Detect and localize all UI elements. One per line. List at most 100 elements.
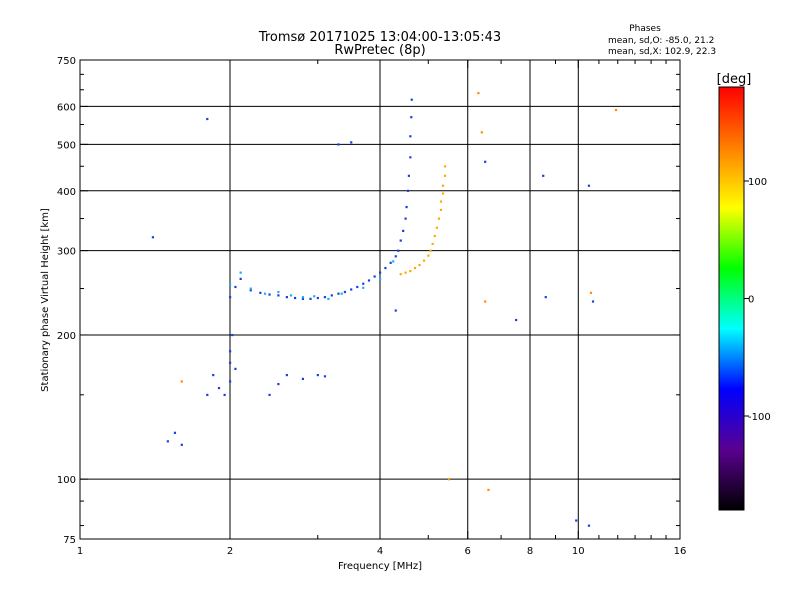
data-point [173, 431, 177, 434]
data-point [477, 91, 480, 95]
x-tick-label: 10 [572, 546, 585, 557]
data-point [367, 279, 371, 282]
data-point [180, 443, 183, 446]
data-point [399, 273, 402, 276]
data-point [356, 285, 359, 289]
data-point [404, 271, 407, 274]
grid-lines [80, 60, 680, 539]
data-point [409, 156, 412, 159]
data-point [389, 261, 392, 264]
axis-ticks: 1 2 4 6 8 10 16 75 100 200 300 400 500 600 750 [57, 56, 686, 557]
data-point [229, 296, 232, 299]
data-point [309, 297, 312, 300]
data-point [313, 295, 316, 298]
data-point [316, 373, 319, 377]
colorbar-tick-label: -100 [748, 412, 771, 423]
data-point [301, 377, 305, 380]
data-point [591, 300, 595, 303]
y-tick-label: 400 [57, 187, 76, 198]
data-point [206, 117, 209, 121]
stats-x-line: mean, sd,X: 102.9, 22.3 [608, 47, 716, 57]
data-point [234, 367, 237, 370]
data-point [406, 189, 410, 192]
x-tick-label: 2 [227, 546, 233, 557]
data-point [301, 297, 305, 300]
data-point [289, 294, 293, 297]
data-point [487, 488, 490, 492]
data-point [362, 286, 365, 289]
data-point [323, 296, 327, 299]
data-point [384, 266, 387, 270]
data-point [379, 277, 382, 280]
data-point [410, 98, 413, 101]
y-tick-label: 200 [57, 331, 76, 342]
data-point [404, 217, 407, 220]
y-tick-label: 500 [57, 140, 76, 151]
data-point [392, 260, 395, 263]
data-point [350, 288, 353, 291]
data-point [293, 296, 297, 300]
data-point [259, 291, 262, 294]
data-point [422, 259, 426, 262]
data-point [180, 380, 183, 383]
data-point [379, 271, 382, 274]
data-point [301, 296, 305, 299]
data-point [443, 165, 447, 168]
data-point [343, 290, 347, 294]
data-point [405, 205, 408, 209]
data-point [337, 292, 340, 295]
data-point [234, 285, 237, 289]
data-point [431, 242, 434, 245]
data-point [394, 255, 397, 258]
data-point [330, 294, 333, 297]
colorbar [719, 87, 744, 510]
data-point [223, 393, 226, 397]
data-point [515, 318, 518, 322]
data-point [249, 287, 252, 290]
data-point [229, 380, 232, 383]
colorbar-tick-label: 100 [748, 177, 767, 188]
data-point [397, 249, 400, 252]
data-point [340, 292, 343, 295]
data-point [575, 519, 578, 522]
x-tick-label: 6 [465, 546, 471, 557]
data-point [337, 143, 340, 146]
x-axis-label: Frequency [MHz] [338, 561, 422, 572]
data-point [268, 293, 271, 296]
data-point [212, 373, 215, 377]
data-point [429, 249, 432, 252]
x-tick-label: 8 [527, 546, 533, 557]
data-point [410, 116, 413, 119]
data-point [394, 309, 397, 312]
data-point [285, 373, 288, 377]
data-point [480, 131, 483, 134]
data-point [439, 208, 443, 212]
y-tick-label: 600 [57, 102, 76, 113]
data-point [484, 300, 487, 303]
data-point [433, 234, 436, 238]
data-point [277, 382, 280, 386]
data-point [413, 266, 417, 270]
x-tick-label: 16 [674, 546, 687, 557]
chart-subtitle: RwPretec (8p) [334, 43, 425, 58]
data-point [441, 184, 445, 187]
data-point [447, 478, 451, 481]
data-point [407, 174, 411, 177]
data-point [362, 282, 365, 285]
stats-o-line: mean, sd,O: -85.0, 21.2 [608, 36, 714, 46]
data-point [437, 217, 441, 220]
data-point [409, 135, 412, 138]
data-point [249, 289, 252, 292]
x-tick-label: 1 [77, 546, 83, 557]
data-point [277, 294, 280, 297]
y-tick-label: 750 [57, 56, 76, 67]
data-point [217, 386, 221, 390]
data-point [316, 296, 319, 300]
data-point [484, 160, 487, 163]
data-point [263, 292, 267, 295]
data-point [373, 275, 376, 278]
y-tick-label: 75 [63, 535, 76, 546]
data-point [206, 393, 209, 397]
data-point [542, 174, 545, 177]
